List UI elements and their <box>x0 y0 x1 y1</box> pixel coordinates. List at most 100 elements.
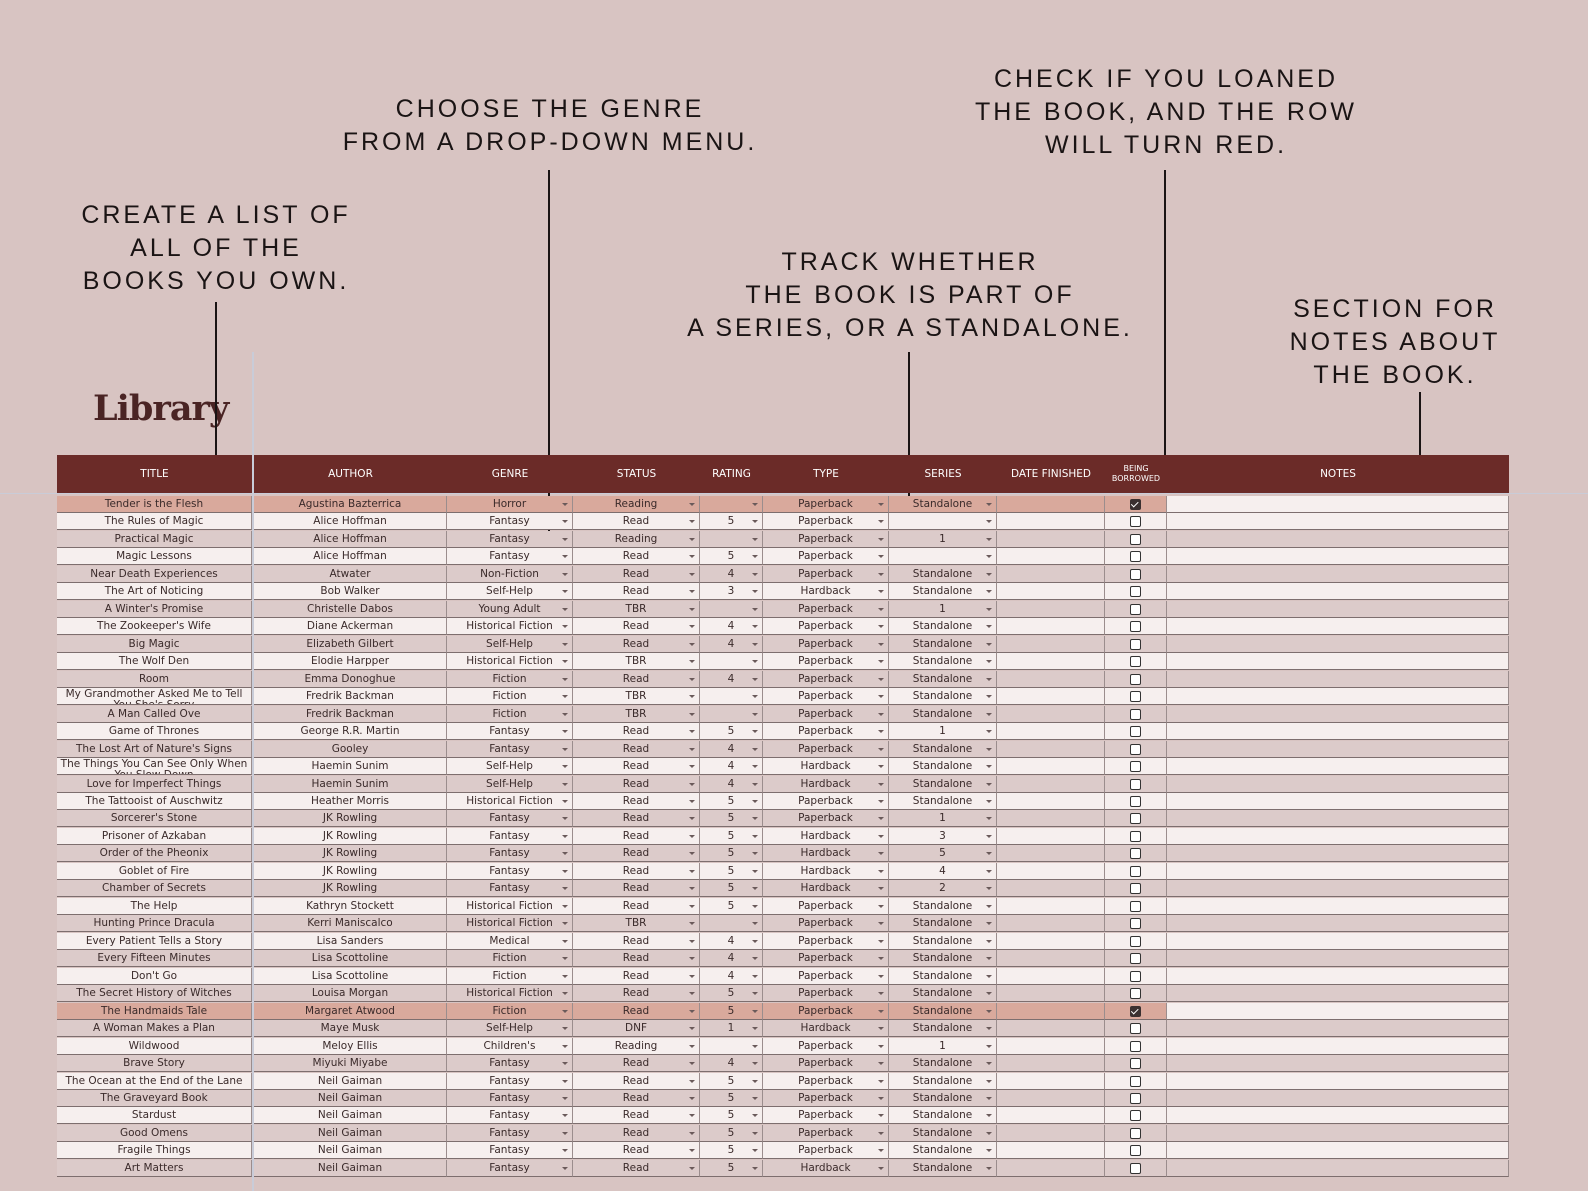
dropdown-arrow[interactable] <box>689 555 695 559</box>
dropdown-arrow[interactable] <box>878 572 884 576</box>
cell[interactable]: Fantasy <box>447 880 573 898</box>
cell[interactable]: Read <box>573 1107 700 1125</box>
dropdown-arrow[interactable] <box>878 712 884 716</box>
dropdown-arrow[interactable] <box>752 869 758 873</box>
dropdown-arrow[interactable] <box>986 1009 992 1013</box>
checkbox[interactable] <box>1129 953 1141 965</box>
cell[interactable]: Paperback <box>763 1072 889 1090</box>
cell[interactable]: 4 <box>700 967 763 985</box>
checkbox[interactable] <box>1129 743 1141 755</box>
cell[interactable] <box>700 705 763 723</box>
dropdown-arrow[interactable] <box>562 887 568 891</box>
dropdown-arrow[interactable] <box>986 904 992 908</box>
dropdown-arrow[interactable] <box>878 1114 884 1118</box>
dropdown-arrow[interactable] <box>562 1149 568 1153</box>
dropdown-arrow[interactable] <box>986 852 992 856</box>
dropdown-arrow[interactable] <box>878 555 884 559</box>
cell[interactable]: 5 <box>700 792 763 810</box>
dropdown-arrow[interactable] <box>878 957 884 961</box>
cell[interactable]: Standalone <box>889 1055 997 1073</box>
dropdown-arrow[interactable] <box>562 834 568 838</box>
cell[interactable]: Fantasy <box>447 1055 573 1073</box>
dropdown-arrow[interactable] <box>689 939 695 943</box>
checkbox[interactable] <box>1129 656 1141 668</box>
cell[interactable]: 5 <box>700 1124 763 1142</box>
dropdown-arrow[interactable] <box>689 817 695 821</box>
cell[interactable]: Standalone <box>889 705 997 723</box>
cell[interactable]: Standalone <box>889 967 997 985</box>
cell[interactable]: Paperback <box>763 723 889 741</box>
cell[interactable]: Paperback <box>763 950 889 968</box>
dropdown-arrow[interactable] <box>878 537 884 541</box>
checkbox[interactable] <box>1129 638 1141 650</box>
cell[interactable] <box>700 530 763 548</box>
cell[interactable]: Paperback <box>763 565 889 583</box>
dropdown-arrow[interactable] <box>562 817 568 821</box>
dropdown-arrow[interactable] <box>689 782 695 786</box>
cell[interactable]: Hardback <box>763 583 889 601</box>
dropdown-arrow[interactable] <box>562 503 568 506</box>
dropdown-arrow[interactable] <box>689 1044 695 1048</box>
dropdown-arrow[interactable] <box>986 957 992 961</box>
dropdown-arrow[interactable] <box>986 817 992 821</box>
checkbox[interactable] <box>1129 691 1141 703</box>
cell[interactable]: 5 <box>700 1159 763 1177</box>
cell[interactable]: Read <box>573 1124 700 1142</box>
cell[interactable]: Fantasy <box>447 530 573 548</box>
cell[interactable]: Read <box>573 740 700 758</box>
dropdown-arrow[interactable] <box>986 607 992 611</box>
dropdown-arrow[interactable] <box>878 660 884 664</box>
checkbox[interactable] <box>1129 830 1141 842</box>
cell[interactable]: Hardback <box>763 862 889 880</box>
dropdown-arrow[interactable] <box>689 852 695 856</box>
checkbox[interactable] <box>1129 621 1141 633</box>
dropdown-arrow[interactable] <box>986 799 992 803</box>
dropdown-arrow[interactable] <box>752 520 758 524</box>
cell[interactable]: Paperback <box>763 1142 889 1160</box>
dropdown-arrow[interactable] <box>689 660 695 664</box>
dropdown-arrow[interactable] <box>878 625 884 629</box>
dropdown-arrow[interactable] <box>752 712 758 716</box>
dropdown-arrow[interactable] <box>562 1044 568 1048</box>
cell[interactable]: Standalone <box>889 1072 997 1090</box>
dropdown-arrow[interactable] <box>562 625 568 629</box>
dropdown-arrow[interactable] <box>878 869 884 873</box>
cell[interactable]: Read <box>573 845 700 863</box>
dropdown-arrow[interactable] <box>562 852 568 856</box>
cell[interactable]: Reading <box>573 496 700 513</box>
cell[interactable]: Paperback <box>763 653 889 671</box>
dropdown-arrow[interactable] <box>689 765 695 769</box>
checkbox[interactable] <box>1129 900 1141 912</box>
cell[interactable] <box>700 653 763 671</box>
dropdown-arrow[interactable] <box>562 869 568 873</box>
cell[interactable]: Read <box>573 1159 700 1177</box>
dropdown-arrow[interactable] <box>562 642 568 646</box>
cell[interactable]: 5 <box>700 845 763 863</box>
dropdown-arrow[interactable] <box>986 974 992 978</box>
dropdown-arrow[interactable] <box>986 695 992 699</box>
cell[interactable]: Paperback <box>763 600 889 618</box>
cell[interactable]: Reading <box>573 530 700 548</box>
dropdown-arrow[interactable] <box>689 503 695 506</box>
cell[interactable]: TBR <box>573 653 700 671</box>
dropdown-arrow[interactable] <box>562 590 568 594</box>
checkbox[interactable] <box>1129 883 1141 895</box>
cell[interactable]: Paperback <box>763 792 889 810</box>
dropdown-arrow[interactable] <box>986 660 992 664</box>
dropdown-arrow[interactable] <box>689 904 695 908</box>
cell[interactable]: 4 <box>700 758 763 776</box>
cell[interactable]: Fantasy <box>447 1159 573 1177</box>
dropdown-arrow[interactable] <box>689 1096 695 1100</box>
cell[interactable]: Read <box>573 1142 700 1160</box>
cell[interactable]: Fiction <box>447 967 573 985</box>
cell[interactable] <box>700 1037 763 1055</box>
cell[interactable]: Standalone <box>889 758 997 776</box>
checkbox[interactable] <box>1129 1075 1141 1087</box>
cell[interactable]: Read <box>573 810 700 828</box>
cell[interactable]: Hardback <box>763 1159 889 1177</box>
dropdown-arrow[interactable] <box>562 537 568 541</box>
dropdown-arrow[interactable] <box>752 782 758 786</box>
dropdown-arrow[interactable] <box>986 520 992 524</box>
dropdown-arrow[interactable] <box>689 607 695 611</box>
dropdown-arrow[interactable] <box>752 1166 758 1170</box>
